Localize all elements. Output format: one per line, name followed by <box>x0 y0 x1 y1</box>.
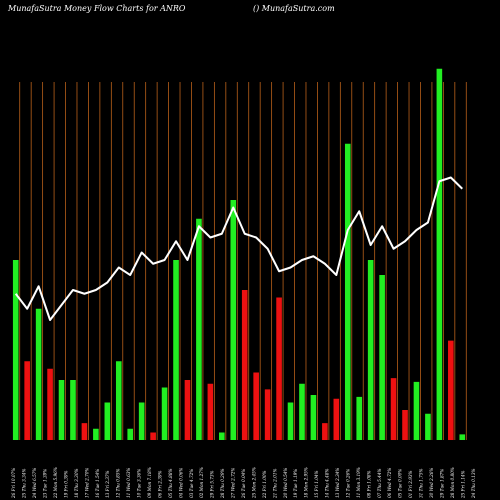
x-tick-label: 06 Fri 2.39% <box>157 470 162 498</box>
bar <box>184 380 191 440</box>
x-tick-label: 18 Thu 3.30% <box>74 468 79 498</box>
bar <box>219 432 225 440</box>
x-tick-label: 11 Mon 3.19% <box>356 467 361 498</box>
x-tick-label: 26 Tue 0.04% <box>241 469 246 499</box>
bar <box>207 383 214 440</box>
x-axis-tick-labels: 26 Fri 10.07% 25 Thu 3.34% 24 Wed 6.57% 23 … <box>11 467 476 499</box>
x-tick-label: 30 Wed 2.26% <box>429 468 434 498</box>
x-tick-label: 12 Tue 0.26% <box>345 469 350 498</box>
x-tick-label: 25 Mon 2.45% <box>251 467 256 499</box>
grid-lines <box>19 82 467 440</box>
bar <box>93 428 99 440</box>
bar <box>253 372 259 440</box>
bar <box>310 395 317 440</box>
x-tick-label: 16 Tue 1.54% <box>95 469 100 498</box>
bar <box>24 361 30 440</box>
bar <box>413 381 420 441</box>
x-tick-label: 14 Thu 4.48% <box>325 468 330 498</box>
x-tick-label: 24 Wed 6.57% <box>32 468 37 499</box>
bar <box>47 368 53 440</box>
bar <box>425 413 431 440</box>
bar <box>58 380 65 440</box>
bar <box>322 423 328 441</box>
bar <box>196 218 202 440</box>
bars <box>12 68 466 441</box>
x-tick-label: 03 Tue 4.72% <box>189 469 194 498</box>
money-flow-line-group <box>14 176 463 321</box>
site-credit: () MunafaSutra.com <box>253 4 335 13</box>
bar <box>333 398 340 440</box>
bar <box>241 290 248 440</box>
bar <box>264 389 271 441</box>
x-tick-label: 19 Fri 0.39% <box>63 470 68 498</box>
x-tick-label: 28 Mon 0.80% <box>450 467 455 499</box>
x-tick-label: 01 Fri 2.93% <box>408 470 413 498</box>
chart-title: MunafaSutra Money Flow Charts for ANRO <box>7 4 186 13</box>
bar <box>150 432 156 440</box>
x-tick-label: 22 Fri 1.00% <box>262 470 267 499</box>
x-tick-label: 05 Thu 4.88% <box>168 468 173 498</box>
x-tick-label: 02 Mon 1.27% <box>199 467 204 498</box>
bar <box>70 380 76 440</box>
bar <box>81 423 88 441</box>
x-tick-label: 20 Wed 0.54% <box>283 468 288 499</box>
x-tick-label: 27 Wed 2.72% <box>231 468 236 499</box>
x-tick-label: 17 Wed 2.70% <box>84 468 89 498</box>
bar <box>138 402 145 440</box>
bar <box>436 68 443 440</box>
bar <box>161 387 168 440</box>
x-tick-label: 18 Mon 2.95% <box>304 467 309 498</box>
bar <box>35 308 42 440</box>
x-tick-label: 08 Fri 1.08% <box>366 470 371 498</box>
x-tick-label: 13 Fri 2.37% <box>105 470 110 498</box>
x-tick-label: 13 Wed 2.34% <box>335 468 340 498</box>
bar <box>402 410 408 440</box>
x-tick-label: 06 Wed 4.72% <box>387 468 392 498</box>
x-tick-label: 07 Thu 5.44% <box>377 468 382 498</box>
bar <box>12 260 19 440</box>
x-tick-label: 28 Thu 0.29% <box>220 468 225 499</box>
bar <box>448 340 454 441</box>
bar <box>115 361 122 440</box>
bar <box>104 402 111 440</box>
bar <box>230 200 237 440</box>
x-tick-label: 26 Fri 10.07% <box>11 468 16 499</box>
x-tick-label: 29 Fri 5.73% <box>210 470 215 499</box>
bar <box>127 428 134 440</box>
x-tick-label: 23 Tue 1.39% <box>43 469 48 499</box>
bar <box>276 297 282 440</box>
x-tick-label: 24 Thu 0.13% <box>471 468 476 499</box>
bar <box>379 275 385 440</box>
x-tick-label: 31 Thu 1.75% <box>419 468 424 498</box>
x-tick-label: 09 Mon 7.18% <box>147 467 152 498</box>
x-tick-label: 12 Thu 0.85% <box>116 468 121 498</box>
bar <box>367 260 374 440</box>
bar <box>299 383 305 440</box>
bar <box>344 143 351 440</box>
bar <box>173 260 179 440</box>
x-tick-label: 21 Thu 2.01% <box>272 468 277 499</box>
bar <box>356 396 363 441</box>
x-tick-label: 05 Tue 0.00% <box>398 469 403 498</box>
x-tick-label: 15 Fri 1.04% <box>314 470 319 498</box>
bar <box>459 434 466 441</box>
x-tick-label: 25 Thu 3.34% <box>22 468 27 499</box>
x-tick-label: 25 Fri 1.14% <box>460 470 465 499</box>
x-tick-label: 10 Tue 3.36% <box>137 469 142 498</box>
x-tick-label: 22 Mon 5.96% <box>53 467 58 499</box>
x-tick-label: 19 Tue 1.19% <box>293 469 298 498</box>
bar <box>287 402 294 440</box>
money-flow-line <box>14 176 463 321</box>
x-tick-label: 11 Wed 0.63% <box>126 468 131 498</box>
bar <box>390 378 397 441</box>
x-tick-label: 04 Wed 0.06% <box>178 468 183 498</box>
x-tick-label: 29 Tue 1.87% <box>439 469 444 499</box>
